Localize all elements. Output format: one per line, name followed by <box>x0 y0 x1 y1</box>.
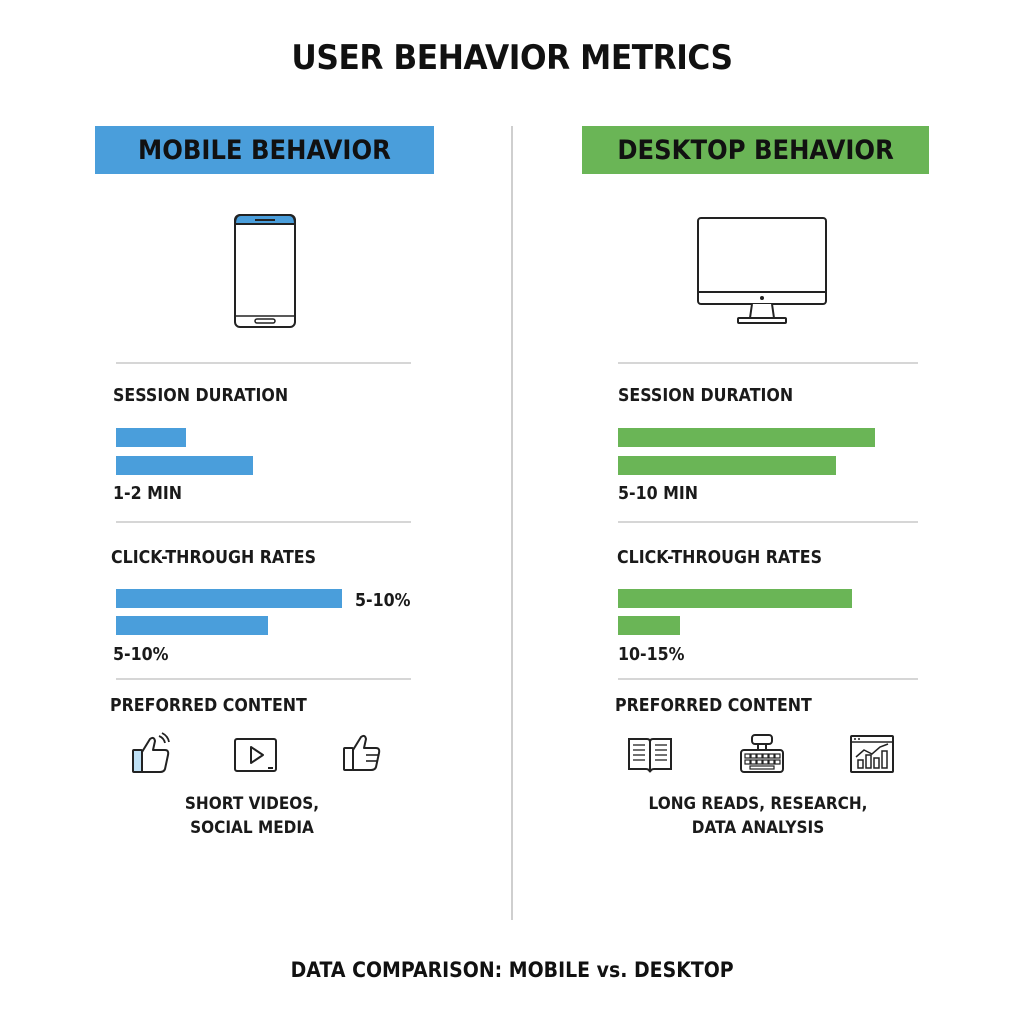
desktop-ctr-bar-1 <box>618 589 852 608</box>
session-duration-label: SESSION DURATION <box>113 385 289 406</box>
mobile-header: MOBILE BEHAVIOR <box>95 126 434 174</box>
desktop-session-bar-2 <box>618 456 836 475</box>
caption-line: SOCIAL MEDIA <box>190 818 314 838</box>
mobile-header-label: MOBILE BEHAVIOR <box>138 134 391 166</box>
thumbs-up-icon <box>343 734 381 771</box>
mobile-session-bar-1 <box>116 428 186 447</box>
thumbs-up-wave-icon <box>132 732 170 773</box>
mobile-ctr-bar-value: 5-10% <box>355 590 411 611</box>
separator <box>618 678 918 680</box>
desktop-ctr-bar-2 <box>618 616 680 635</box>
video-play-icon <box>234 738 277 772</box>
caption-line: SHORT VIDEOS, <box>184 794 320 814</box>
desktop-header: DESKTOP BEHAVIOR <box>582 126 929 174</box>
mobile-ctr-bar-2 <box>116 616 268 635</box>
mobile-ctr-bar-1 <box>116 589 342 608</box>
separator <box>618 362 918 364</box>
preferred-content-label: PREFORRED CONTENT <box>110 695 307 716</box>
caption-line: LONG READS, RESEARCH, <box>648 794 868 814</box>
smartphone-icon <box>233 214 297 328</box>
desktop-session-bar-1 <box>618 428 875 447</box>
separator <box>618 521 918 523</box>
mobile-panel: MOBILE BEHAVIOR SESSION DURATION 1-2 MIN… <box>0 0 500 1024</box>
page-title: USER BEHAVIOR METRICS <box>291 38 733 78</box>
desktop-preferred-caption: LONG READS, RESEARCH, DATA ANALYSIS <box>578 792 938 840</box>
center-divider <box>511 126 513 920</box>
ctr-label: CLICK-THROUGH RATES <box>617 547 823 568</box>
separator <box>116 521 411 523</box>
footer-caption: DATA COMPARISON: MOBILE vs. DESKTOP <box>0 958 1024 982</box>
mobile-session-value: 1-2 MIN <box>113 483 183 504</box>
separator <box>116 362 411 364</box>
mobile-session-bar-2 <box>116 456 253 475</box>
desktop-header-label: DESKTOP BEHAVIOR <box>617 134 894 166</box>
analytics-chart-icon <box>850 735 894 773</box>
session-duration-label: SESSION DURATION <box>618 385 794 406</box>
preferred-content-label: PREFORRED CONTENT <box>615 695 812 716</box>
desktop-ctr-value: 10-15% <box>618 644 685 665</box>
monitor-icon <box>697 217 827 324</box>
mobile-preferred-caption: SHORT VIDEOS, SOCIAL MEDIA <box>72 792 432 840</box>
ctr-label: CLICK-THROUGH RATES <box>111 547 317 568</box>
desktop-panel: DESKTOP BEHAVIOR SESSION DURATION 5-10 M… <box>512 0 1012 1024</box>
mobile-ctr-value: 5-10% <box>113 644 169 665</box>
keyboard-icon <box>740 734 784 773</box>
caption-line: DATA ANALYSIS <box>691 818 825 838</box>
desktop-session-value: 5-10 MIN <box>618 483 699 504</box>
open-book-icon <box>628 738 672 773</box>
footer-text: DATA COMPARISON: MOBILE vs. DESKTOP <box>290 958 734 982</box>
separator <box>116 678 411 680</box>
